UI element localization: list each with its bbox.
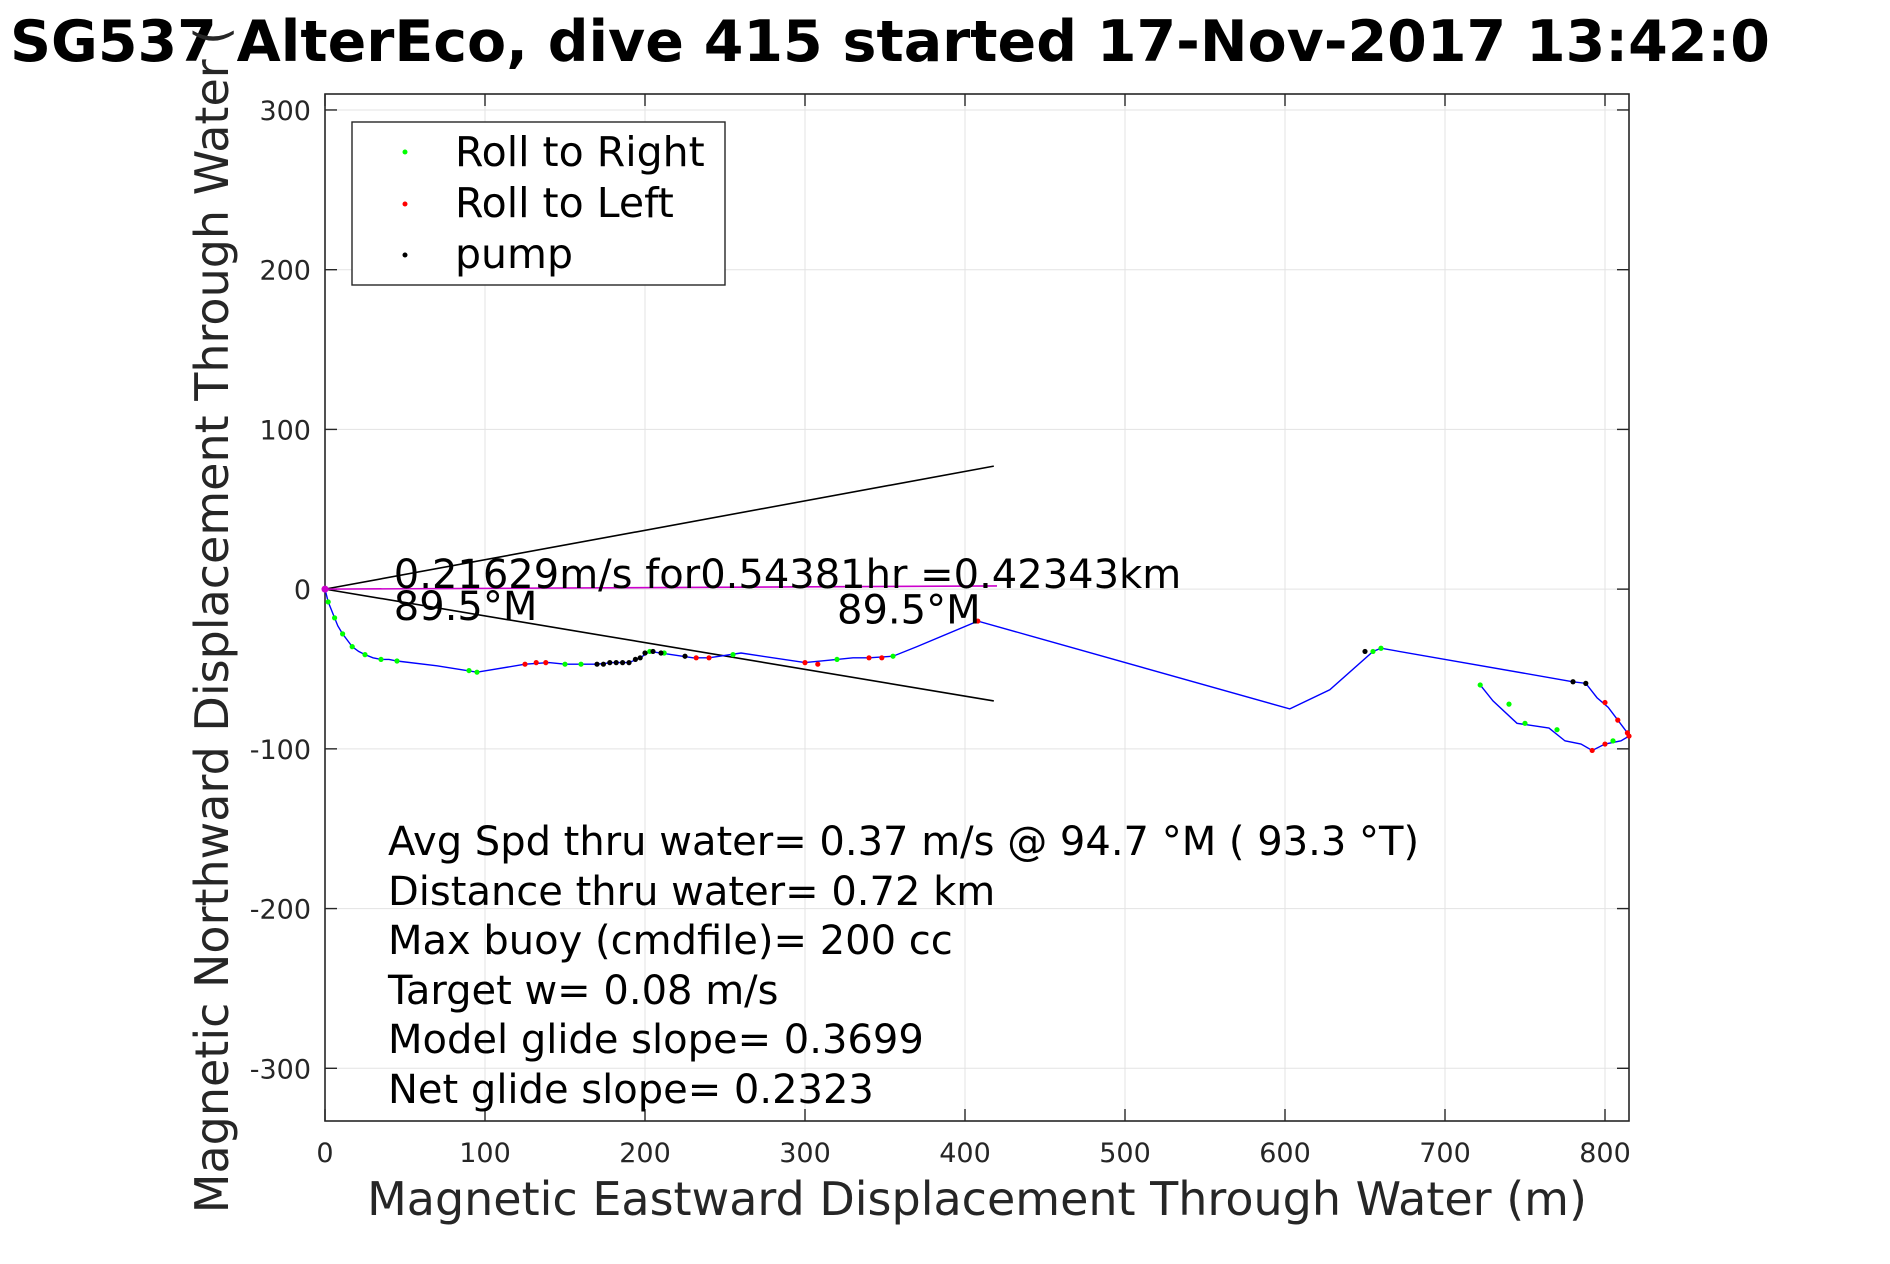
axis-ticks: 0 100 200 300 400 500 600 700 800 300 200 100 0 -100 -… (250, 94, 1631, 1169)
stat-avg-speed: Avg Spd thru water= 0.37 m/s @ 94.7 °M (… (388, 819, 1419, 865)
plot-area-frame (324, 93, 1630, 1122)
legend-label-pump: pump (455, 230, 573, 278)
heading-label-2: 89.5°M (837, 587, 981, 633)
stat-net-glide-slope: Net glide slope= 0.2323 (388, 1067, 874, 1113)
roll-left-point (1615, 717, 1621, 723)
roll-right-point (1554, 727, 1560, 733)
roll-left-point (533, 660, 539, 666)
x-tick-label: 700 (1419, 1138, 1471, 1169)
roll-left-point (975, 618, 981, 624)
y-tick-label: 300 (259, 96, 311, 127)
roll-right-point (890, 653, 896, 659)
x-tick-label: 500 (1099, 1138, 1151, 1169)
pump-point (620, 660, 626, 666)
y-tick-label: 0 (294, 575, 311, 606)
pump-point (682, 653, 688, 659)
y-tick-label: -300 (250, 1054, 311, 1085)
pump-point (594, 661, 600, 667)
roll-left-point (815, 661, 821, 667)
dive-start-point (321, 585, 329, 593)
legend-marker-roll-right (402, 149, 408, 155)
x-tick-label: 200 (619, 1138, 671, 1169)
roll-right-point (562, 661, 568, 667)
roll-right-point (1378, 645, 1384, 651)
legend-label-roll-left: Roll to Left (455, 179, 674, 227)
roll-right-point (394, 658, 400, 664)
stat-max-buoy: Max buoy (cmdfile)= 200 cc (388, 918, 953, 964)
roll-left-point (802, 660, 808, 666)
roll-right-point (378, 656, 384, 663)
roll-right-point (362, 652, 368, 658)
legend-marker-roll-left (402, 201, 408, 207)
roll-left-point (1589, 747, 1595, 754)
roll-right-point (1522, 720, 1528, 726)
current-label: 0.21629m/s for0.54381hr =0.42343km (394, 552, 1181, 598)
x-tick-label: 0 (316, 1138, 333, 1169)
roll-left-point (522, 661, 528, 667)
x-tick-label: 400 (939, 1138, 991, 1169)
roll-right-point (466, 667, 472, 674)
legend-label-roll-right: Roll to Right (455, 128, 705, 176)
heading-lines (324, 465, 994, 702)
pump-point (1583, 680, 1589, 686)
heading-line (324, 588, 994, 702)
chart-title: SG537 AlterEco, dive 415 started 17-Nov-… (10, 9, 1770, 75)
stats-block: Avg Spd thru water= 0.37 m/s @ 94.7 °M (… (387, 819, 1419, 1113)
y-tick-label: -200 (250, 895, 311, 926)
roll-right-point (474, 669, 480, 675)
heading-label-1: 89.5°M (394, 584, 538, 630)
heading-line (324, 465, 994, 590)
roll-right-point (349, 644, 355, 650)
pump-point (600, 661, 607, 667)
x-tick-label: 300 (779, 1138, 831, 1169)
roll-right-point (578, 661, 584, 667)
stat-distance: Distance thru water= 0.72 km (388, 869, 995, 915)
roll-right-point (1370, 648, 1376, 655)
stat-model-glide-slope: Model glide slope= 0.3699 (388, 1017, 924, 1063)
y-tick-label: 200 (259, 256, 311, 287)
current-vector-line (324, 585, 998, 590)
y-axis-label: Magnetic Northward Displacement Through … (185, 27, 239, 1213)
legend-marker-pump (402, 252, 408, 258)
roll-left-point (1602, 741, 1608, 747)
y-tick-label: 100 (259, 415, 311, 446)
current-line (324, 585, 998, 590)
roll-right-point (1506, 701, 1512, 707)
pump-point (632, 656, 639, 663)
pump-point (642, 650, 648, 656)
pump-point (626, 660, 632, 666)
roll-left-point (879, 655, 885, 661)
roll-left-point (1626, 733, 1632, 739)
roll-left-point (1602, 699, 1608, 706)
x-axis-label: Magnetic Eastward Displacement Through W… (367, 1172, 1587, 1226)
stat-target-w: Target w= 0.08 m/s (387, 968, 778, 1014)
legend-box (351, 121, 726, 286)
roll-right-point (340, 631, 346, 637)
roll-right-point (1610, 738, 1616, 744)
y-tick-label: -100 (250, 735, 311, 766)
roll-right-point (834, 656, 840, 663)
roll-left-point (693, 655, 699, 661)
pump-point (637, 655, 643, 661)
x-tick-label: 600 (1259, 1138, 1311, 1169)
roll-left-point (866, 655, 872, 661)
x-tick-label: 800 (1579, 1138, 1631, 1169)
roll-left-point (706, 655, 712, 661)
pump-point (607, 660, 613, 666)
pump-point (658, 650, 664, 656)
pump-point (650, 648, 656, 655)
pump-point (613, 660, 619, 666)
pump-point (1570, 679, 1576, 685)
track-markers (321, 585, 1632, 754)
roll-right-point (332, 615, 338, 621)
pump-point (1362, 648, 1368, 655)
x-tick-label: 100 (459, 1138, 511, 1169)
legend: Roll to Right Roll to Left pump (351, 121, 726, 286)
roll-right-point (325, 599, 331, 605)
roll-right-point (1477, 682, 1483, 688)
roll-left-point (543, 660, 549, 666)
roll-right-point (730, 652, 736, 658)
